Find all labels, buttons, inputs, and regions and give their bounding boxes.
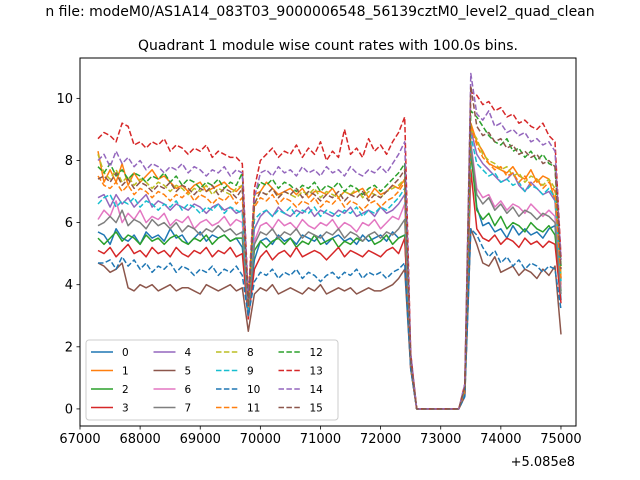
chart-title: Quadrant 1 module wise count rates with … — [138, 38, 518, 54]
y-tick-label: 8 — [65, 154, 73, 169]
series-line-10 — [98, 228, 562, 410]
series-line-15 — [97, 85, 562, 410]
legend-label-8: 8 — [247, 347, 254, 359]
series-line-13 — [97, 91, 562, 410]
series-line-12 — [97, 110, 562, 410]
axes-frame — [79, 57, 577, 427]
series-line-9 — [97, 134, 562, 410]
series-line-3 — [97, 169, 562, 410]
x-tick-label: 72000 — [360, 432, 401, 447]
series-line-8 — [97, 128, 562, 410]
legend-label-3: 3 — [122, 403, 129, 415]
y-tick-label: 0 — [65, 402, 73, 417]
series-line-4 — [97, 128, 562, 410]
y-axis: 0 2 4 6 8 10 — [56, 92, 80, 417]
legend-label-10: 10 — [247, 384, 260, 396]
series-line-11 — [97, 125, 562, 410]
legend-label-14: 14 — [310, 384, 324, 396]
series-line-5 — [97, 228, 562, 410]
legend-label-7: 7 — [185, 403, 192, 415]
x-tick-label: 74000 — [480, 432, 521, 447]
series-line-6 — [97, 141, 562, 410]
plot-lines — [97, 72, 562, 410]
series-line-14 — [97, 72, 562, 410]
y-tick-label: 6 — [65, 216, 73, 231]
x-tick-label: 71000 — [300, 432, 341, 447]
legend-label-4: 4 — [185, 347, 192, 359]
legend-label-12: 12 — [310, 347, 323, 359]
x-tick-label: 67000 — [59, 432, 100, 447]
series-line-2 — [97, 150, 562, 410]
legend-label-2: 2 — [122, 384, 129, 396]
legend-label-6: 6 — [185, 384, 192, 396]
series-line-0 — [97, 147, 562, 410]
legend-label-0: 0 — [122, 347, 129, 359]
legend-label-13: 13 — [310, 366, 323, 378]
x-offset-label: +5.085e8 — [511, 455, 575, 470]
series-line-7 — [97, 144, 562, 410]
x-tick-label: 70000 — [240, 432, 281, 447]
x-tick-label: 68000 — [119, 432, 160, 447]
legend-label-15: 15 — [310, 403, 323, 415]
x-tick-label: 73000 — [420, 432, 461, 447]
legend-label-1: 1 — [122, 366, 129, 378]
legend-label-9: 9 — [247, 366, 254, 378]
legend-label-11: 11 — [247, 403, 260, 415]
legend-box — [85, 339, 339, 421]
x-axis: 67000 68000 69000 70000 71000 72000 73000 74000… — [59, 426, 582, 447]
figure-suptitle: n file: modeM0/AS1A14_083T03_9000006548_… — [45, 4, 594, 20]
x-tick-label: 75000 — [540, 432, 581, 447]
y-tick-label: 4 — [65, 278, 73, 293]
legend-label-5: 5 — [185, 366, 192, 378]
x-tick-label: 69000 — [180, 432, 221, 447]
y-tick-label: 2 — [65, 340, 73, 355]
y-tick-label: 10 — [56, 92, 73, 107]
